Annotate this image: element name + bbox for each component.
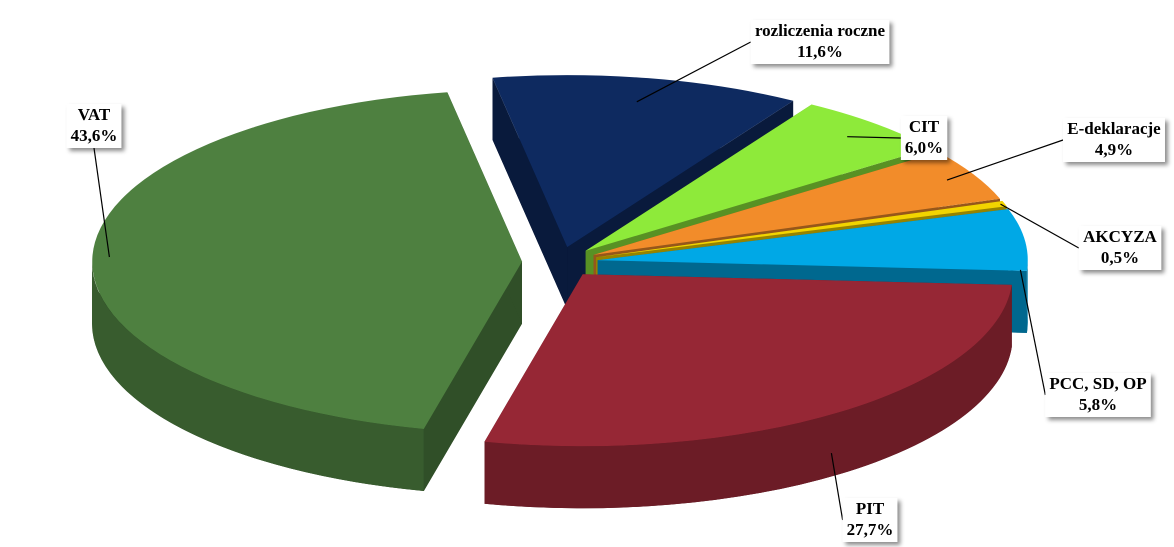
slice: [492, 75, 794, 248]
label-name: E-deklaracje: [1067, 119, 1161, 138]
leader-line: [93, 147, 110, 258]
label-value: 0,5%: [1101, 248, 1139, 267]
label-value: 5,8%: [1079, 395, 1117, 414]
slice: [596, 201, 1007, 258]
leader-line: [1000, 203, 1080, 249]
slice: [585, 104, 931, 251]
label-name: rozliczenia roczne: [755, 21, 886, 40]
slice-radial-wall: [423, 261, 522, 491]
slice: [593, 152, 1000, 255]
pie: [92, 75, 1028, 509]
label-name: CIT: [909, 117, 940, 136]
slice: [597, 209, 1028, 271]
slice: [92, 92, 523, 429]
label-value: 11,6%: [797, 42, 843, 61]
slice-outer-wall: [92, 261, 424, 491]
label-box: [750, 20, 890, 64]
label-box: [1078, 226, 1162, 270]
label-value: 6,0%: [905, 138, 943, 157]
slice: [484, 274, 1012, 447]
label-box: [900, 116, 948, 160]
label-name: VAT: [78, 105, 111, 124]
leader-line: [847, 136, 901, 139]
label-name: PCC, SD, OP: [1049, 374, 1146, 393]
label-value: 27,7%: [847, 520, 894, 539]
label-box: [66, 104, 122, 148]
label-value: 4,9%: [1095, 140, 1133, 159]
leader-line: [1019, 269, 1046, 396]
leader-line: [946, 139, 1064, 181]
label-name: AKCYZA: [1083, 227, 1157, 246]
leader-line: [636, 41, 751, 103]
label-name: PIT: [856, 499, 885, 518]
label-value: 43,6%: [71, 126, 118, 145]
slice-outer-wall: [1026, 260, 1028, 333]
label-box: [1045, 373, 1151, 417]
leader-line: [830, 453, 844, 521]
slice-radial-wall: [492, 77, 568, 310]
slice-outer-wall: [484, 284, 1012, 509]
label-box: [842, 498, 898, 542]
label-box: [1063, 118, 1165, 162]
labels: rozliczenia roczne 11,6% CIT 6,0% E-deklarac…: [66, 20, 1165, 542]
